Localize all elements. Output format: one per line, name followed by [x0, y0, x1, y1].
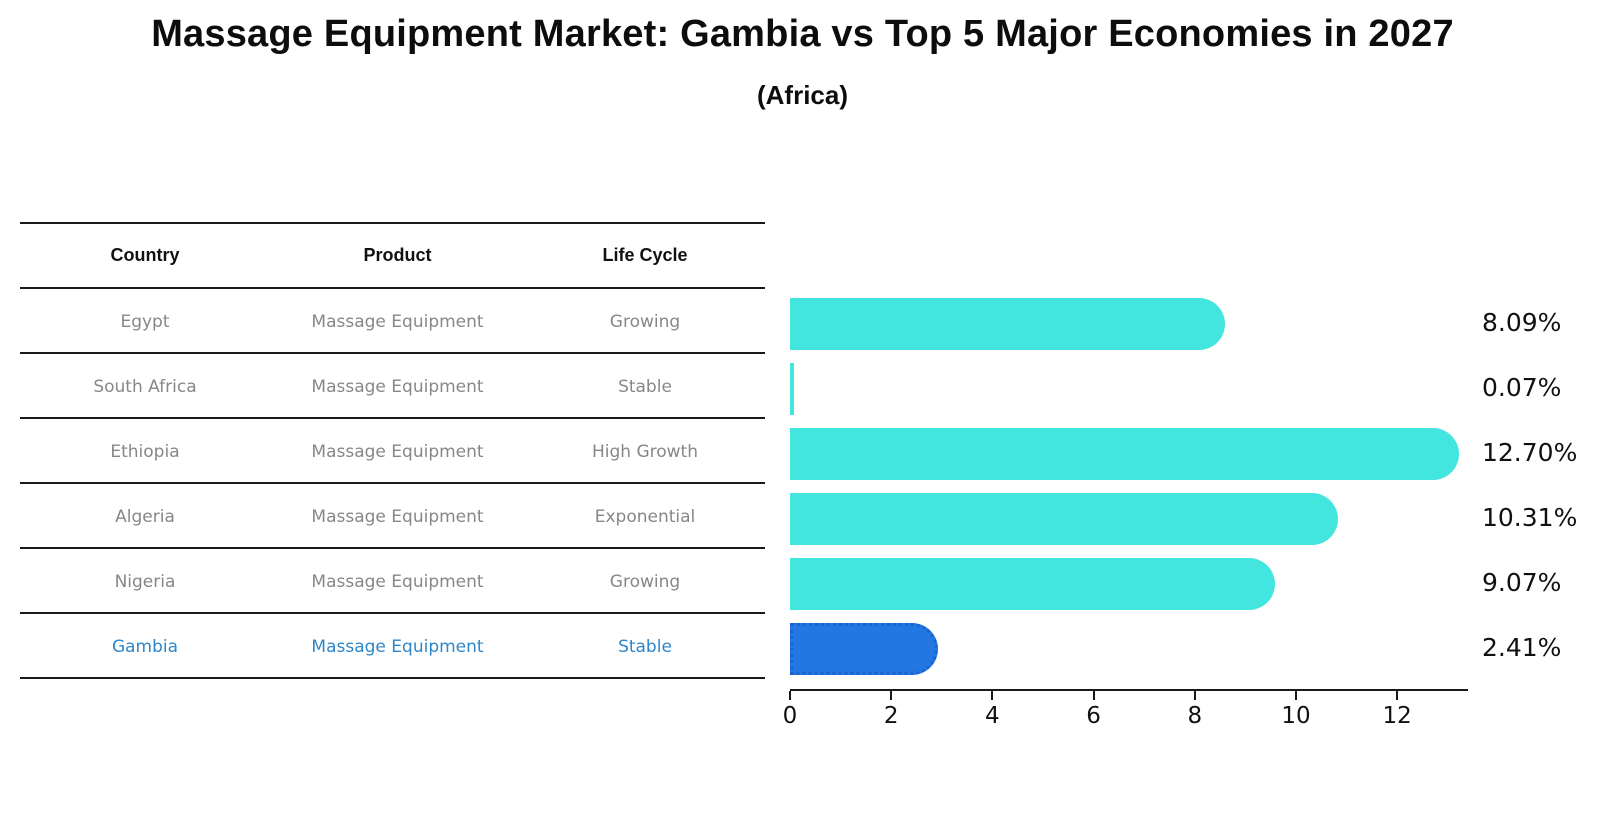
- cell-product: Massage Equipment: [311, 571, 484, 592]
- table-rule-line: [20, 222, 765, 224]
- table-rule-line: [20, 287, 765, 289]
- x-axis-tick-label: 2: [883, 703, 899, 729]
- x-axis-tick-label: 8: [1187, 703, 1203, 729]
- x-axis-tick: [789, 691, 791, 700]
- x-axis-tick-label: 0: [782, 703, 798, 729]
- cell-country: Gambia: [111, 636, 179, 657]
- bar-algeria: [790, 492, 1338, 545]
- cell-life-cycle: Exponential: [594, 506, 696, 527]
- cell-life-cycle: Stable: [618, 636, 672, 657]
- x-axis-tick: [991, 691, 994, 700]
- table-row: South Africa Massage Equipment Stable: [20, 354, 765, 419]
- cell-product: Massage Equipment: [311, 636, 484, 657]
- value-label-egypt: 8.09%: [1482, 307, 1562, 337]
- table-row: Nigeria Massage Equipment Growing: [20, 549, 765, 614]
- value-label-algeria: 10.31%: [1482, 502, 1578, 532]
- x-axis-tick-label: 6: [1086, 703, 1101, 729]
- cell-product: Massage Equipment: [311, 376, 484, 397]
- cell-life-cycle: Stable: [618, 376, 672, 397]
- cell-life-cycle: Growing: [609, 311, 681, 332]
- cell-product: Massage Equipment: [311, 506, 484, 527]
- cell-product: Massage Equipment: [311, 441, 484, 462]
- bar-south-africa: [790, 362, 794, 415]
- x-axis-tick-label: 12: [1382, 703, 1412, 729]
- value-label-south-africa: 0.07%: [1482, 372, 1562, 402]
- table-rule-line: [20, 417, 765, 419]
- table-rule-line: [20, 612, 765, 614]
- cell-country: Nigeria: [114, 571, 176, 592]
- column-header-country: Country: [110, 245, 180, 265]
- value-label-nigeria: 9.07%: [1482, 567, 1562, 597]
- table-rule-line: [20, 352, 765, 354]
- x-axis-tick: [890, 691, 893, 700]
- table-rule-line: [20, 482, 765, 484]
- cell-country: South Africa: [93, 376, 197, 397]
- cell-country: Egypt: [120, 311, 170, 332]
- cell-life-cycle: High Growth: [591, 441, 698, 462]
- table-rule-line: [20, 677, 765, 679]
- column-header-product: Product: [363, 245, 432, 265]
- bar-gambia: [790, 622, 938, 675]
- chart-subtitle: (Africa): [756, 80, 848, 110]
- value-label-ethiopia: 12.70%: [1482, 437, 1578, 467]
- table-row: Algeria Massage Equipment Exponential: [20, 484, 765, 549]
- bar-ethiopia: [790, 427, 1459, 480]
- column-header-life-cycle: Life Cycle: [602, 245, 688, 265]
- x-axis-tick: [1294, 691, 1297, 700]
- bar-egypt: [790, 297, 1226, 350]
- table-rule-line: [20, 547, 765, 549]
- cell-product: Massage Equipment: [311, 311, 484, 332]
- cell-life-cycle: Growing: [609, 571, 681, 592]
- table-row: Egypt Massage Equipment Growing: [20, 289, 765, 354]
- chart-title: Massage Equipment Market: Gambia vs Top …: [151, 13, 1454, 55]
- bar-nigeria: [790, 557, 1275, 610]
- table-row: Ethiopia Massage Equipment High Growth: [20, 419, 765, 484]
- cell-country: Ethiopia: [110, 441, 180, 462]
- x-axis-tick: [1092, 691, 1095, 700]
- x-axis-tick: [1396, 691, 1399, 700]
- table-header-row: Country Product Life Cycle: [20, 222, 765, 289]
- cell-country: Algeria: [115, 506, 175, 527]
- x-axis-tick: [1193, 691, 1196, 700]
- x-axis-tick-label: 4: [985, 703, 1000, 729]
- value-label-gambia: 2.41%: [1482, 632, 1562, 662]
- x-axis-line: [790, 689, 1468, 691]
- x-axis-tick-label: 10: [1281, 703, 1311, 729]
- table-row: Gambia Massage Equipment Stable: [20, 614, 765, 679]
